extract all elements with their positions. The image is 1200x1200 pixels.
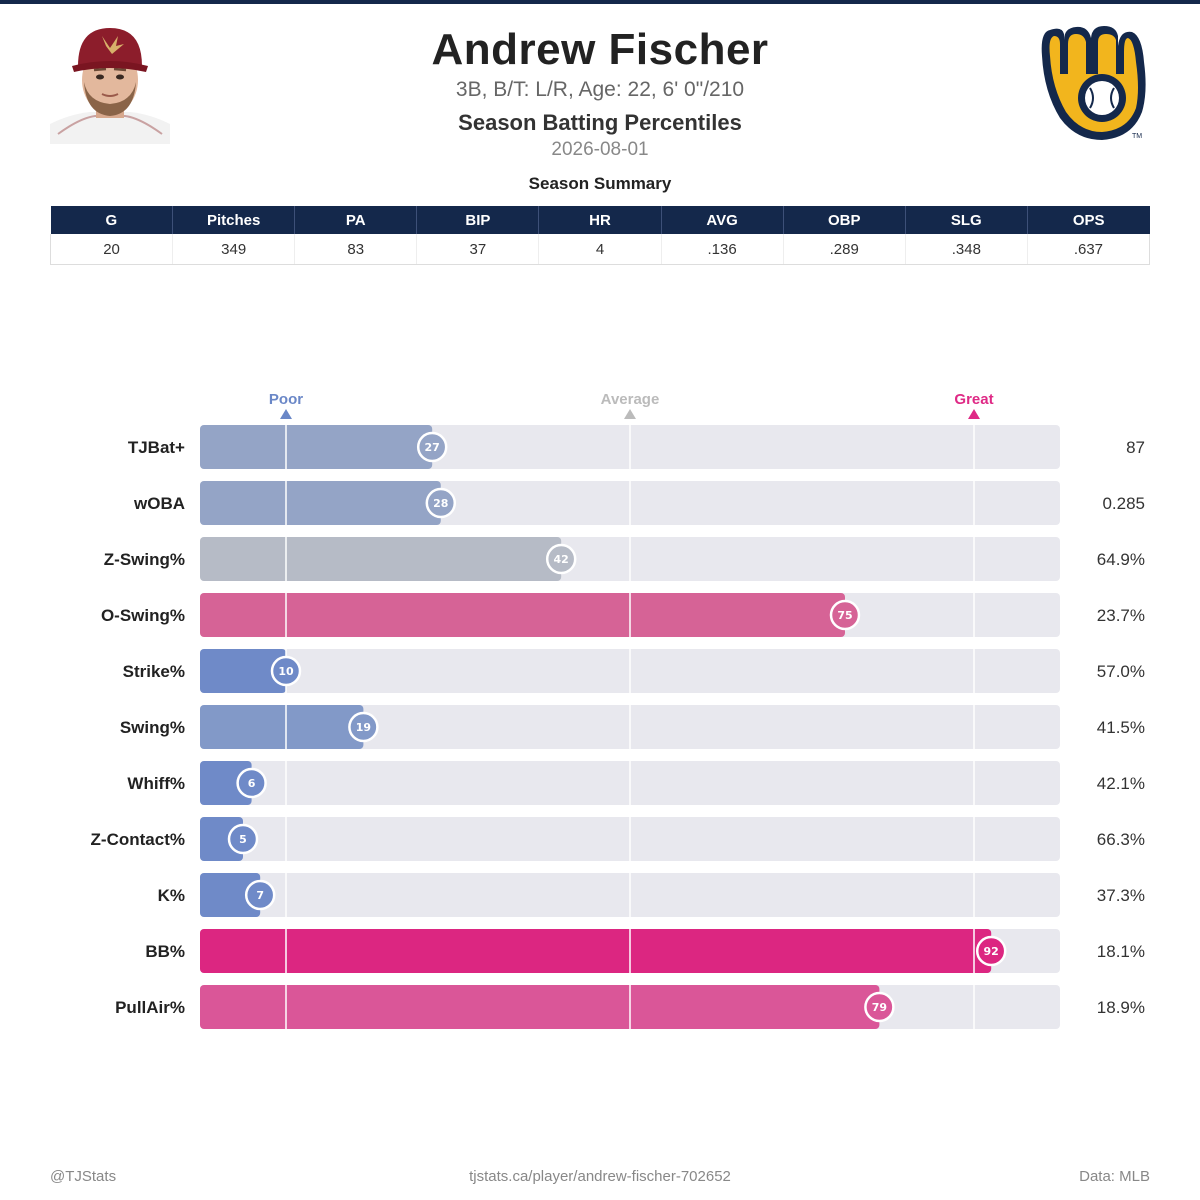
footer: @TJStats tjstats.ca/player/andrew-fische… bbox=[50, 1168, 1150, 1188]
bar-fill-z-swing bbox=[200, 537, 562, 581]
percentile-bubble-tjbat bbox=[416, 431, 448, 463]
header: Andrew Fischer 3B, B/T: L/R, Age: 22, 6'… bbox=[250, 24, 950, 162]
report-date: 2026-08-01 bbox=[551, 139, 649, 160]
category-label-z-swing: Z-Swing% bbox=[104, 550, 185, 569]
percentile-value-o-swing: 75 bbox=[837, 609, 852, 622]
percentile-bubble-whiff bbox=[236, 767, 267, 799]
stat-value-strike: 57.0% bbox=[1097, 662, 1145, 681]
marker-label-great: Great bbox=[954, 391, 993, 408]
player-name: Andrew Fischer bbox=[431, 25, 769, 74]
bar-fill-o-swing bbox=[200, 593, 845, 637]
percentile-value-swing: 19 bbox=[356, 721, 371, 734]
bar-fill-tjbat bbox=[200, 425, 433, 469]
category-label-strike: Strike% bbox=[123, 662, 185, 681]
marker-label-average: Average bbox=[601, 391, 660, 408]
summary-header-pitches: Pitches bbox=[172, 206, 295, 234]
percentile-value-pullair: 79 bbox=[872, 1001, 887, 1014]
footer-handle: @TJStats bbox=[50, 1168, 117, 1185]
summary-value-slg: .348 bbox=[904, 234, 1028, 265]
summary-header-obp: OBP bbox=[782, 206, 906, 234]
footer-source: Data: MLB bbox=[1079, 1168, 1150, 1185]
category-label-pullair: PullAir% bbox=[115, 998, 185, 1017]
player-headshot bbox=[50, 22, 170, 144]
percentile-value-z-swing: 42 bbox=[554, 553, 569, 566]
percentile-chart: Poor Average Great TJBat+ 27 87 wOBA 28 0.285 Z-S… bbox=[91, 391, 1145, 1029]
summary-header-hr: HR bbox=[538, 206, 662, 234]
player-bio: 3B, B/T: L/R, Age: 22, 6' 0"/210 bbox=[455, 78, 745, 101]
category-label-o-swing: O-Swing% bbox=[101, 606, 185, 625]
percentile-value-whiff: 6 bbox=[248, 777, 256, 790]
marker-label-poor: Poor bbox=[269, 391, 303, 408]
category-label-woba: wOBA bbox=[133, 494, 185, 513]
summary-value-row: 20 349 83 37 4.136.289.348.637 bbox=[49, 234, 1151, 265]
percentile-bubble-woba bbox=[425, 487, 457, 519]
marker-arrow-poor bbox=[280, 409, 292, 419]
stat-value-tjbat: 87 bbox=[1126, 438, 1145, 457]
bar-fill-bb bbox=[200, 929, 992, 973]
bar-fill-swing bbox=[200, 705, 364, 749]
summary-value-pa: 83 bbox=[294, 234, 417, 265]
summary-value-g: 20 bbox=[49, 234, 173, 265]
stat-value-swing: 41.5% bbox=[1097, 718, 1145, 737]
stat-value-k: 37.3% bbox=[1097, 886, 1145, 905]
marker-arrow-average bbox=[624, 409, 636, 419]
summary-header-g: G bbox=[50, 206, 173, 234]
summary-header-avg: AVG bbox=[660, 206, 784, 234]
category-label-swing: Swing% bbox=[120, 718, 185, 737]
category-label-whiff: Whiff% bbox=[127, 774, 185, 793]
percentile-bubble-pullair bbox=[864, 991, 895, 1023]
category-label-k: K% bbox=[158, 886, 185, 905]
percentile-bubble-swing bbox=[348, 711, 379, 743]
summary-header-bip: BIP bbox=[416, 206, 539, 234]
summary-value-bip: 37 bbox=[416, 234, 539, 265]
summary-value-avg: .136 bbox=[660, 234, 784, 265]
summary-header-ops: OPS bbox=[1026, 206, 1150, 234]
season-summary-table: G Pitches PA BIP HR AVG OBP SLG OPS 20 349 83 37 4.1… bbox=[49, 206, 1151, 265]
summary-value-pitches: 349 bbox=[172, 234, 295, 265]
stat-value-z-swing: 64.9% bbox=[1097, 550, 1145, 569]
percentile-bubble-k bbox=[244, 879, 276, 911]
logo-trademark: TM bbox=[1132, 133, 1142, 140]
stat-value-z-contact: 66.3% bbox=[1097, 830, 1145, 849]
summary-header-pa: PA bbox=[294, 206, 417, 234]
summary-title: Season Summary bbox=[528, 174, 672, 193]
summary-header-slg: SLG bbox=[904, 206, 1028, 234]
stat-value-o-swing: 23.7% bbox=[1097, 606, 1145, 625]
percentile-value-strike: 10 bbox=[278, 665, 294, 678]
bar-fill-woba bbox=[200, 481, 441, 525]
percentile-bubble-o-swing bbox=[829, 599, 861, 631]
category-label-bb: BB% bbox=[145, 942, 185, 961]
percentile-bubble-z-swing bbox=[545, 543, 577, 575]
percentile-value-tjbat: 27 bbox=[425, 441, 440, 454]
stat-value-woba: 0.285 bbox=[1102, 494, 1145, 513]
summary-value-obp: .289 bbox=[782, 234, 906, 265]
stat-value-bb: 18.1% bbox=[1097, 942, 1145, 961]
bar-fill-k bbox=[200, 873, 261, 917]
percentile-value-bb: 92 bbox=[984, 945, 999, 958]
percentile-bubble-strike bbox=[270, 655, 302, 687]
percentile-value-k: 7 bbox=[256, 889, 264, 902]
bar-fill-pullair bbox=[200, 985, 880, 1029]
percentile-value-woba: 28 bbox=[433, 497, 448, 510]
summary-value-hr: 4 bbox=[538, 234, 662, 265]
percentile-bubble-bb bbox=[975, 935, 1007, 967]
category-label-z-contact: Z-Contact% bbox=[91, 830, 185, 849]
team-logo: TM bbox=[1036, 22, 1148, 144]
bar-fill-strike bbox=[200, 649, 286, 693]
footer-url: tjstats.ca/player/andrew-fischer-702652 bbox=[469, 1168, 731, 1185]
report-subtitle: Season Batting Percentiles bbox=[458, 110, 742, 135]
top-accent-bar bbox=[0, 0, 1200, 4]
bar-fill-whiff bbox=[200, 761, 252, 805]
category-label-tjbat: TJBat+ bbox=[128, 438, 185, 457]
bar-fill-z-contact bbox=[200, 817, 243, 861]
percentile-value-z-contact: 5 bbox=[239, 833, 247, 846]
stat-value-pullair: 18.9% bbox=[1097, 998, 1145, 1017]
percentile-bubble-z-contact bbox=[227, 823, 259, 855]
summary-value-ops: .637 bbox=[1026, 234, 1151, 265]
stat-value-whiff: 42.1% bbox=[1097, 774, 1145, 793]
summary-header-row: G Pitches PA BIP HR AVG OBP SLG OPS bbox=[50, 206, 1150, 234]
marker-arrow-great bbox=[968, 409, 980, 419]
